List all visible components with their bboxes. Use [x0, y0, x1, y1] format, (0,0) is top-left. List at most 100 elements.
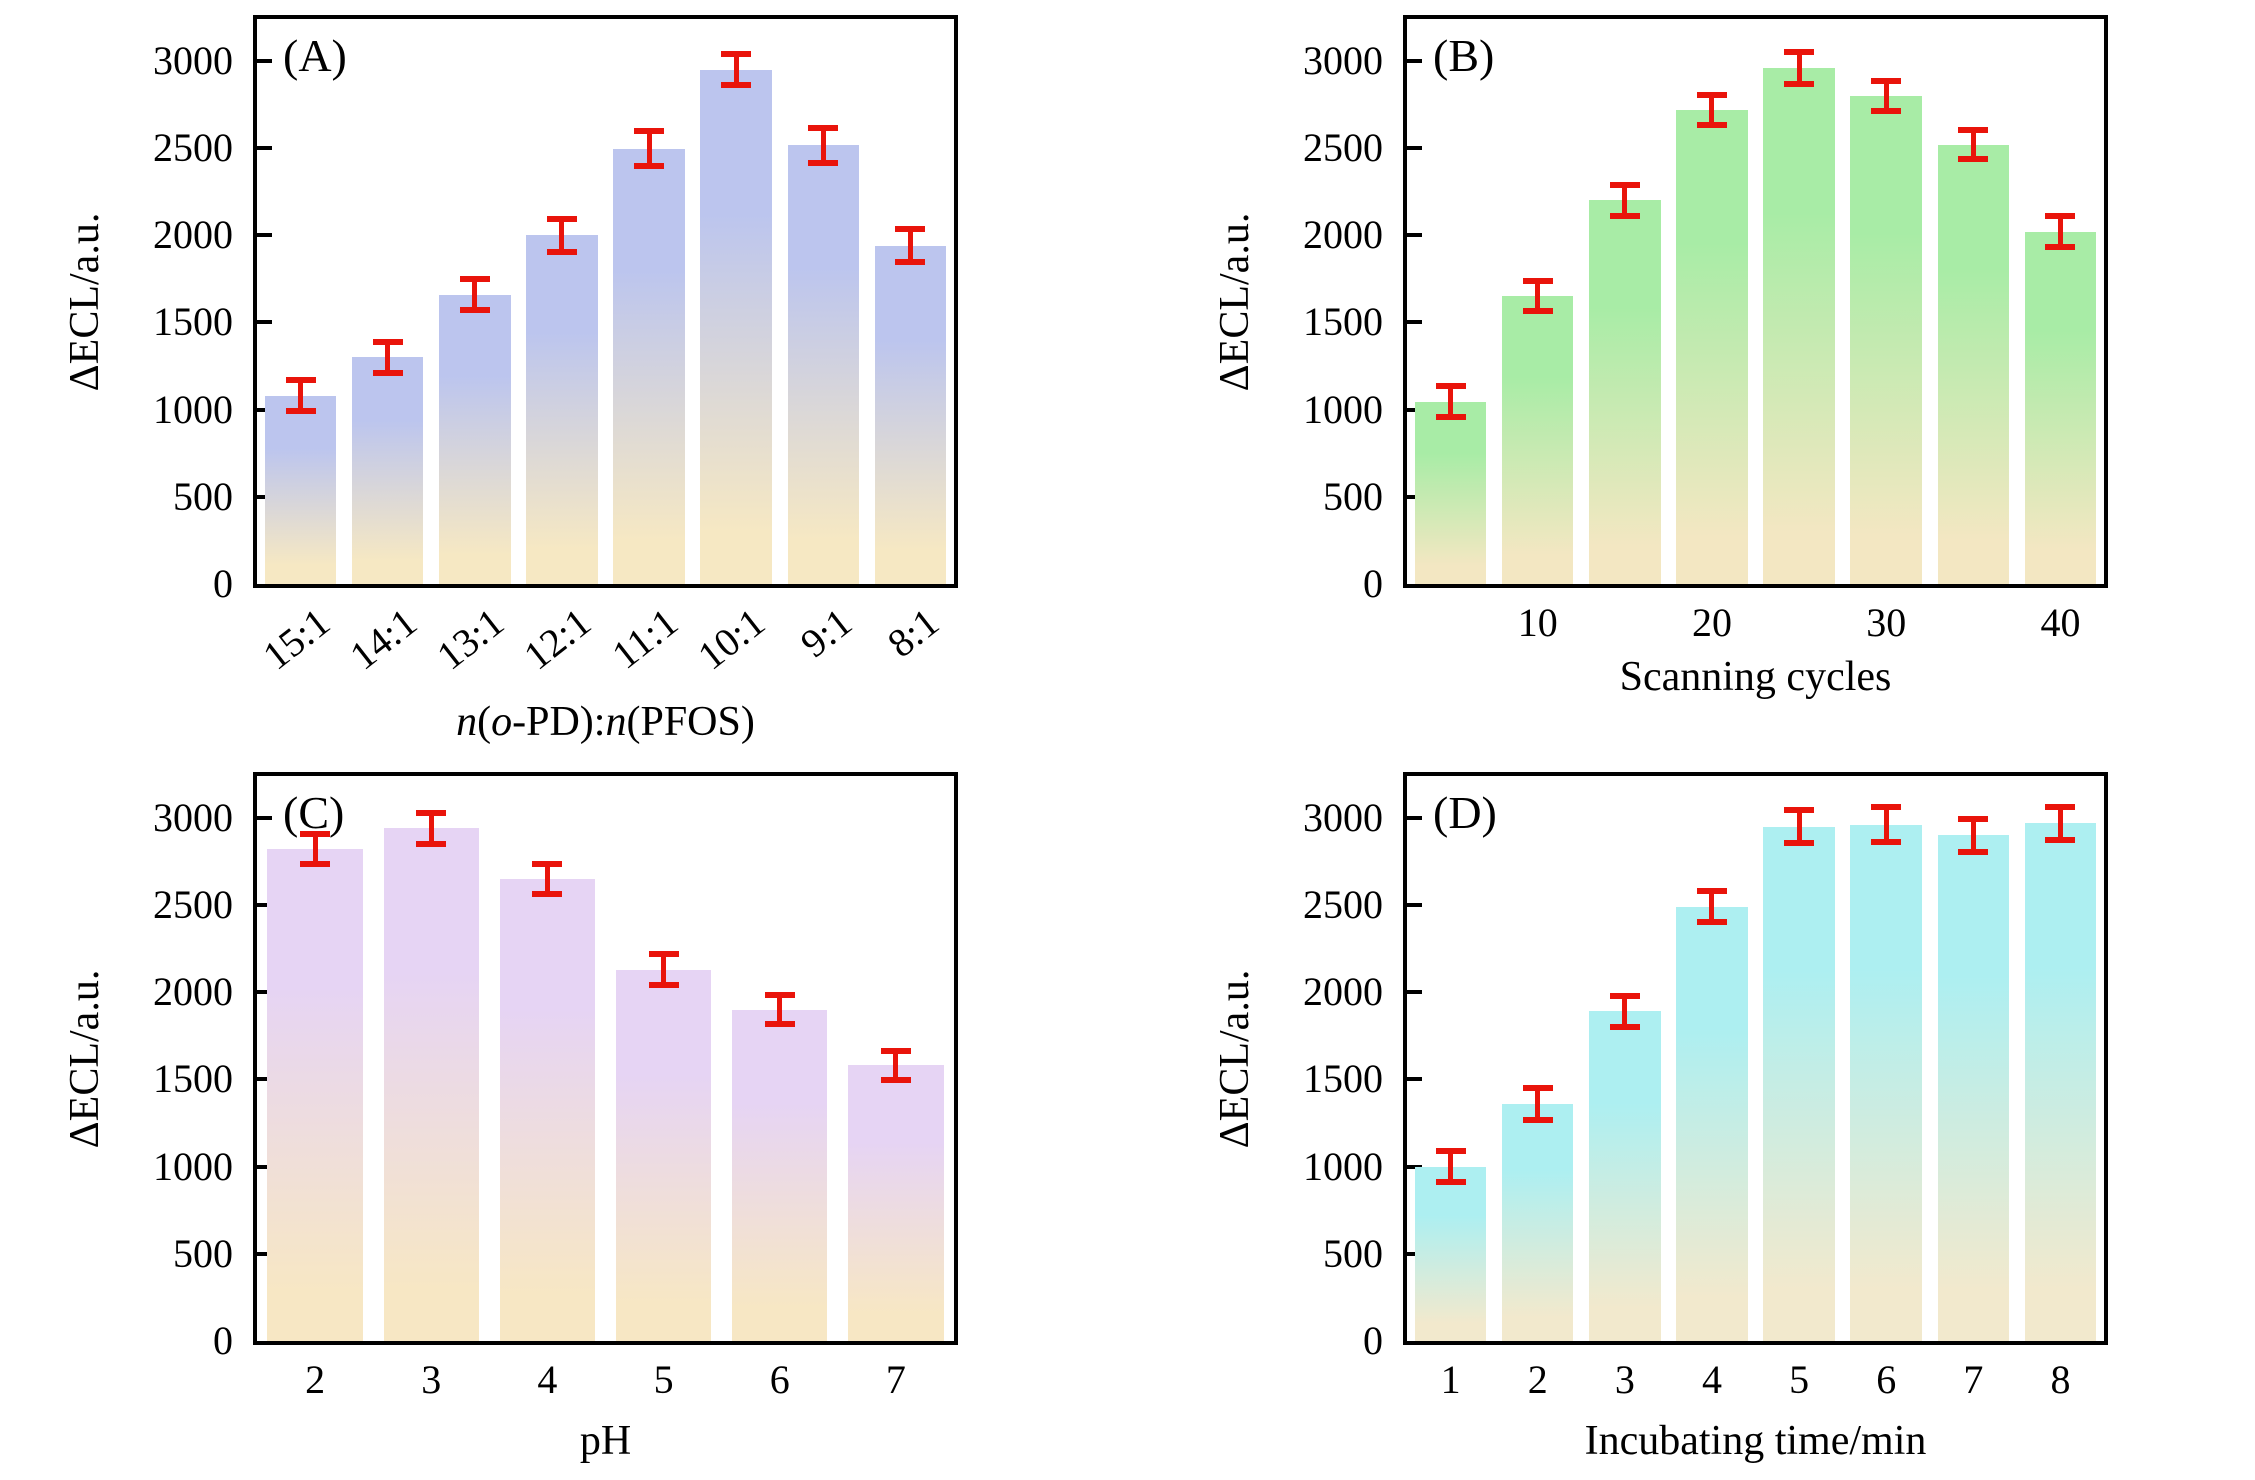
y-tick-mark — [257, 233, 272, 238]
y-tick-mark — [257, 494, 272, 499]
error-bar-line — [1709, 891, 1715, 923]
error-bar-cap-top — [895, 226, 926, 233]
x-tick-label: 1 — [1440, 1357, 1461, 1402]
error-bar-cap-top — [2045, 213, 2076, 220]
x-axis-title: Scanning cycles — [1619, 654, 1892, 700]
bar — [1676, 906, 1748, 1341]
bar — [267, 849, 363, 1341]
error-bar-cap-top — [634, 128, 665, 135]
x-tick-label: 6 — [1876, 1357, 1897, 1402]
error-bar-cap-bottom — [895, 259, 926, 266]
y-tick-label: 1000 — [1303, 1143, 1383, 1189]
y-tick-mark — [1407, 1251, 1422, 1256]
y-tick-label: 500 — [1323, 1230, 1383, 1276]
error-bar-line — [1796, 810, 1802, 844]
error-bar-line — [385, 341, 391, 373]
x-tick-label: 7 — [1963, 1357, 1984, 1402]
y-tick-mark — [257, 1164, 272, 1169]
y-tick-label: 1500 — [1303, 1056, 1383, 1102]
error-bar-line — [1883, 807, 1889, 843]
y-tick-mark — [1407, 990, 1422, 995]
error-bar-cap-bottom — [1696, 121, 1727, 128]
error-bar-cap-bottom — [1522, 308, 1553, 315]
error-bar-cap-top — [1871, 77, 1902, 84]
bar — [787, 145, 860, 584]
bar — [1850, 95, 1922, 584]
x-tick-label: 7 — [885, 1357, 906, 1402]
error-bar-cap-bottom — [459, 307, 490, 314]
y-tick-label: 1000 — [153, 1143, 233, 1189]
error-bar-cap-top — [1784, 807, 1815, 813]
error-bar-line — [777, 994, 783, 1025]
error-bar-cap-top — [1958, 126, 1989, 133]
bar — [848, 1065, 944, 1341]
bar — [526, 235, 598, 584]
error-bar-cap-top — [1696, 91, 1727, 98]
x-tick-label: 2 — [1527, 1357, 1548, 1402]
y-tick-label: 0 — [1363, 561, 1383, 606]
y-tick-label: 500 — [1323, 473, 1383, 519]
error-bar-cap-bottom — [1522, 1116, 1553, 1123]
bar — [264, 395, 337, 584]
plot-area: (B) — [1403, 15, 2108, 588]
error-bar-cap-top — [372, 338, 403, 345]
plot-area: (C) — [253, 772, 958, 1345]
error-bar-line — [2057, 216, 2063, 248]
y-tick-label: 3000 — [153, 794, 233, 840]
x-tick-label: 10 — [1517, 600, 1558, 645]
panel-label: (B) — [1433, 30, 1495, 81]
error-bar-cap-bottom — [1871, 839, 1902, 846]
y-tick-mark — [1407, 146, 1422, 151]
y-tick-mark — [1407, 407, 1422, 412]
error-bar-line — [559, 218, 565, 252]
y-tick-label: 1500 — [1303, 299, 1383, 345]
y-tick-label: 3000 — [153, 37, 233, 83]
y-tick-label: 3000 — [1303, 794, 1383, 840]
x-tick-label: 30 — [1866, 600, 1907, 645]
bar — [1763, 826, 1835, 1341]
x-tick-label: 5 — [653, 1357, 674, 1402]
error-bar-cap-top — [1609, 992, 1640, 999]
error-bar-line — [1535, 281, 1541, 312]
error-bar-line — [312, 834, 318, 865]
y-tick-mark — [1407, 233, 1422, 238]
error-bar-cap-bottom — [2045, 244, 2076, 251]
x-tick-label: 20 — [1691, 600, 1732, 645]
error-bar-cap-bottom — [1958, 848, 1989, 855]
error-bar-cap-top — [1609, 181, 1640, 188]
error-bar-cap-bottom — [1958, 156, 1989, 163]
bar — [351, 357, 424, 584]
error-bar-cap-top — [546, 215, 577, 222]
error-bar-cap-top — [1958, 815, 1989, 822]
error-bar-cap-top — [532, 861, 563, 868]
error-bar-line — [298, 380, 304, 411]
bar — [613, 148, 685, 584]
panel-label: (A) — [283, 30, 347, 81]
bar — [499, 878, 596, 1341]
y-tick-label: 500 — [173, 473, 233, 519]
y-tick-mark — [257, 990, 272, 995]
y-tick-mark — [1407, 58, 1422, 63]
error-bar-cap-top — [285, 377, 316, 384]
error-bar-cap-bottom — [1871, 107, 1902, 114]
y-tick-label: 1500 — [153, 299, 233, 345]
y-tick-mark — [257, 1251, 272, 1256]
x-axis-title: Incubating time/min — [1584, 1418, 1927, 1464]
error-bar-cap-bottom — [2045, 836, 2076, 843]
error-bar-cap-top — [764, 991, 795, 998]
y-tick-label: 2500 — [153, 125, 233, 171]
y-tick-mark — [1407, 320, 1422, 325]
error-bar-cap-top — [2045, 803, 2076, 810]
x-axis-title-part: ( — [477, 699, 492, 745]
bar — [1589, 1011, 1661, 1341]
error-bar-cap-bottom — [285, 408, 316, 414]
y-tick-label: 0 — [1363, 1318, 1383, 1363]
x-axis-title-part: -PD): — [512, 699, 606, 745]
error-bar-cap-top — [300, 831, 331, 838]
x-axis-title-italic-part: n — [605, 699, 627, 745]
error-bar-cap-top — [808, 124, 839, 131]
error-bar-cap-top — [459, 275, 490, 282]
panel-label: (C) — [283, 787, 345, 838]
